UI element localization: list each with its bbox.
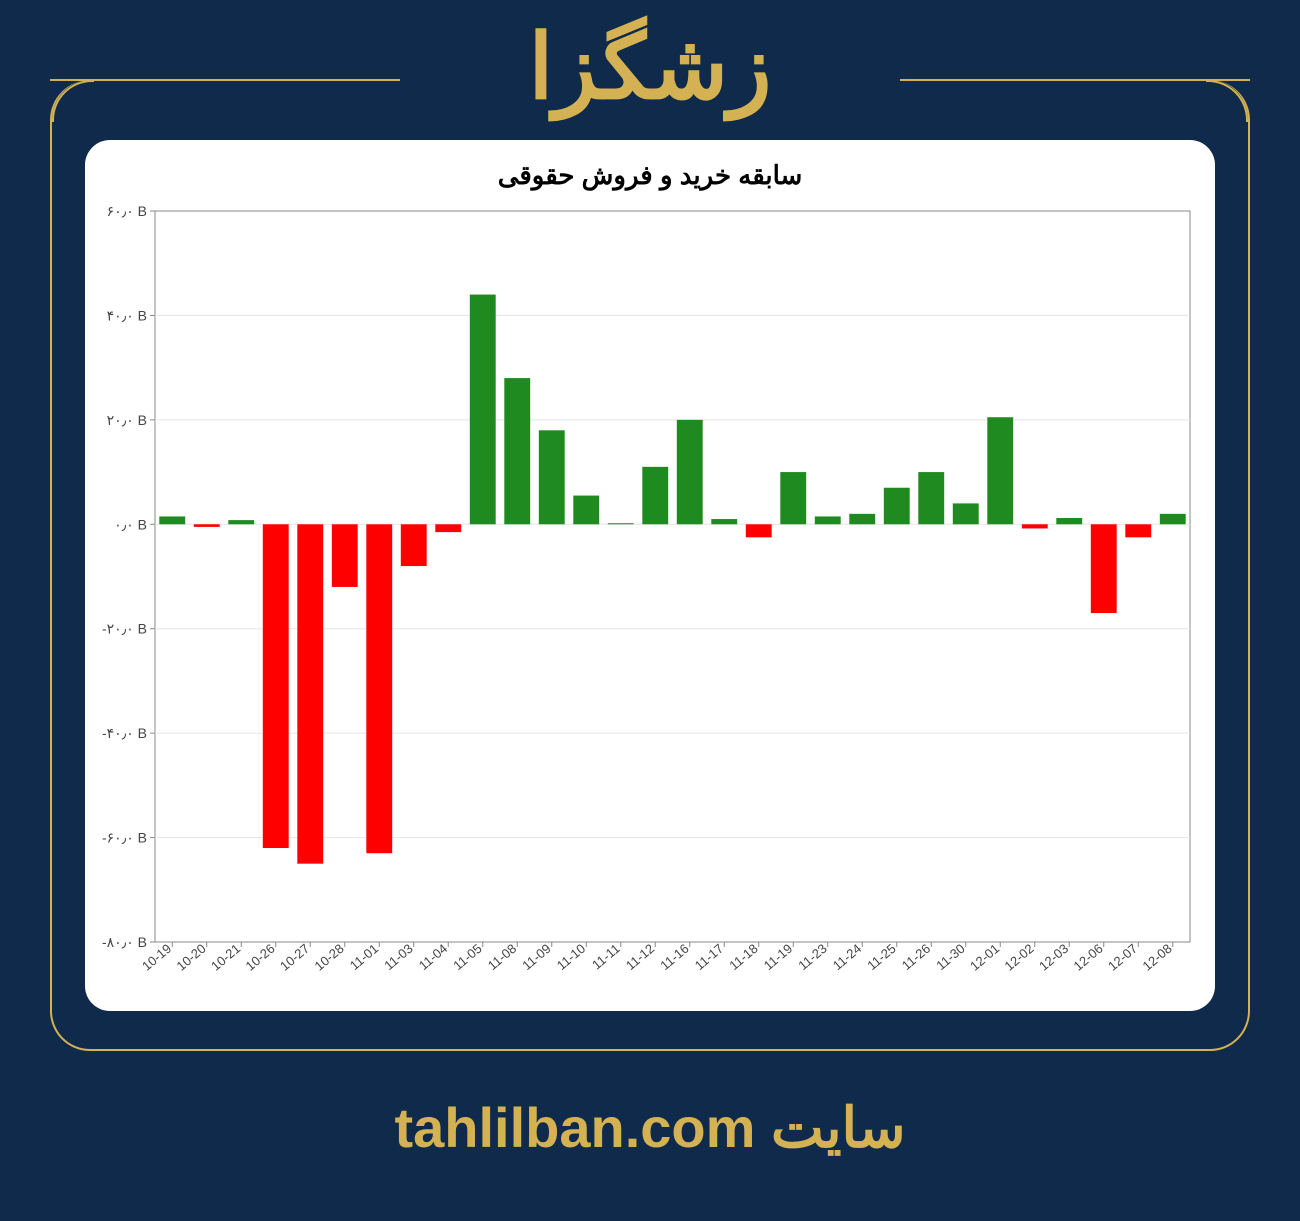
svg-text:10-26: 10-26 bbox=[243, 941, 278, 974]
svg-text:-۸۰٫۰ B: -۸۰٫۰ B bbox=[102, 934, 147, 950]
svg-text:12-03: 12-03 bbox=[1036, 941, 1071, 974]
bar bbox=[711, 519, 737, 524]
bar bbox=[1091, 524, 1117, 613]
bar bbox=[1125, 524, 1151, 537]
svg-text:12-08: 12-08 bbox=[1140, 941, 1175, 974]
svg-text:11-18: 11-18 bbox=[726, 941, 760, 973]
bar bbox=[918, 472, 944, 524]
bar bbox=[849, 514, 875, 524]
bar bbox=[366, 524, 392, 853]
bar bbox=[780, 472, 806, 524]
bar bbox=[263, 524, 289, 848]
svg-text:12-02: 12-02 bbox=[1002, 941, 1037, 974]
footer: سایت tahlilban.com bbox=[0, 1095, 1300, 1161]
bar bbox=[746, 524, 772, 537]
bar bbox=[194, 524, 220, 527]
bar bbox=[642, 467, 668, 524]
svg-text:11-11: 11-11 bbox=[589, 941, 623, 973]
svg-text:11-04: 11-04 bbox=[416, 941, 450, 973]
bar bbox=[228, 520, 254, 524]
svg-text:10-21: 10-21 bbox=[208, 941, 243, 974]
bar bbox=[953, 503, 979, 524]
svg-text:-۴۰٫۰ B: -۴۰٫۰ B bbox=[102, 725, 147, 741]
svg-text:11-25: 11-25 bbox=[864, 941, 898, 973]
bar bbox=[1160, 514, 1186, 524]
svg-text:11-09: 11-09 bbox=[519, 941, 553, 973]
bar bbox=[884, 488, 910, 525]
bar bbox=[435, 524, 461, 532]
svg-text:12-01: 12-01 bbox=[967, 941, 1002, 974]
svg-text:11-19: 11-19 bbox=[761, 941, 795, 973]
svg-text:10-27: 10-27 bbox=[277, 941, 312, 974]
footer-url: tahlilban.com bbox=[394, 1096, 755, 1159]
svg-text:12-06: 12-06 bbox=[1071, 941, 1106, 974]
svg-text:۶۰٫۰ B: ۶۰٫۰ B bbox=[107, 203, 147, 219]
bar bbox=[332, 524, 358, 587]
svg-text:11-03: 11-03 bbox=[381, 941, 415, 973]
svg-text:11-30: 11-30 bbox=[933, 941, 967, 973]
svg-text:-۲۰٫۰ B: -۲۰٫۰ B bbox=[102, 621, 147, 637]
bar bbox=[573, 496, 599, 525]
bar bbox=[297, 524, 323, 863]
chart-card: سابقه خرید و فروش حقوقی ۶۰٫۰ B ۴۰٫۰ B ۲۰٫۰… bbox=[85, 140, 1215, 1011]
svg-text:10-20: 10-20 bbox=[174, 941, 209, 974]
svg-text:11-23: 11-23 bbox=[795, 941, 829, 973]
svg-text:۴۰٫۰ B: ۴۰٫۰ B bbox=[107, 307, 147, 323]
bar bbox=[987, 417, 1013, 524]
bar bbox=[815, 516, 841, 524]
svg-text:11-24: 11-24 bbox=[830, 941, 864, 973]
bar-chart: ۶۰٫۰ B ۴۰٫۰ B ۲۰٫۰ B ۰٫۰ B -۲۰٫۰ B -۴۰٫۰ B -۶۰… bbox=[95, 201, 1205, 997]
svg-text:۰٫۰ B: ۰٫۰ B bbox=[114, 516, 147, 532]
bar bbox=[1056, 518, 1082, 524]
bar bbox=[608, 523, 634, 524]
svg-text:۲۰٫۰ B: ۲۰٫۰ B bbox=[107, 412, 147, 428]
svg-text:11-17: 11-17 bbox=[692, 941, 726, 973]
bar bbox=[504, 378, 530, 524]
bar bbox=[401, 524, 427, 566]
bar bbox=[677, 420, 703, 524]
svg-text:11-05: 11-05 bbox=[450, 941, 484, 973]
bar bbox=[470, 295, 496, 525]
footer-site-label: سایت bbox=[771, 1096, 906, 1159]
bar bbox=[159, 516, 185, 524]
bar bbox=[1022, 524, 1048, 528]
bar bbox=[539, 430, 565, 524]
svg-text:11-10: 11-10 bbox=[554, 941, 588, 973]
svg-text:12-07: 12-07 bbox=[1105, 941, 1140, 974]
svg-text:11-12: 11-12 bbox=[623, 941, 657, 973]
svg-text:11-01: 11-01 bbox=[347, 941, 381, 973]
svg-text:10-28: 10-28 bbox=[312, 941, 347, 974]
frame-top bbox=[50, 78, 1250, 82]
svg-text:11-26: 11-26 bbox=[899, 941, 933, 973]
chart-title: سابقه خرید و فروش حقوقی bbox=[95, 160, 1205, 191]
svg-text:11-08: 11-08 bbox=[485, 941, 519, 973]
svg-text:11-16: 11-16 bbox=[657, 941, 691, 973]
svg-text:-۶۰٫۰ B: -۶۰٫۰ B bbox=[102, 830, 147, 846]
